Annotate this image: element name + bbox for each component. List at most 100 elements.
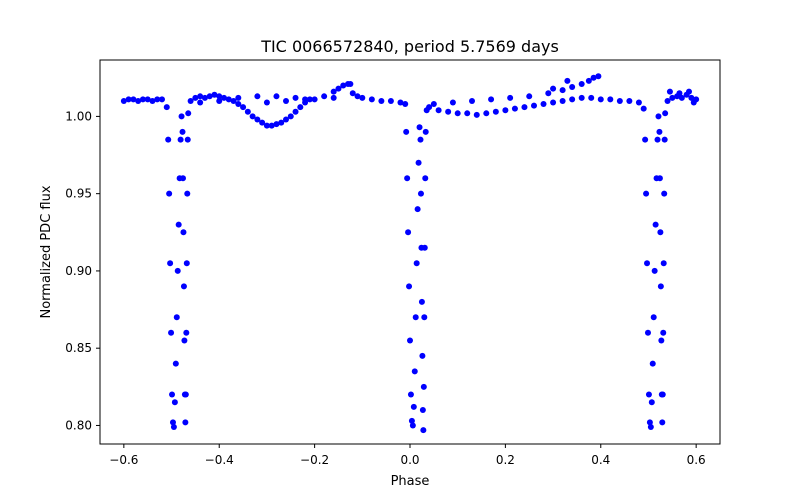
data-point [646, 419, 653, 426]
data-point [184, 136, 191, 143]
data-point [644, 329, 651, 336]
data-point [306, 96, 313, 103]
data-point [297, 104, 304, 111]
data-point [292, 108, 299, 115]
data-point [435, 107, 442, 114]
data-point [181, 337, 188, 344]
data-point [179, 128, 186, 135]
x-axis-label: Phase [391, 474, 430, 489]
data-point [521, 104, 528, 111]
data-point [283, 116, 289, 123]
data-point [647, 424, 654, 430]
data-point [616, 97, 623, 104]
data-point [408, 417, 415, 424]
data-point [526, 93, 533, 100]
data-point [139, 96, 146, 103]
data-point [417, 190, 424, 197]
data-point [167, 260, 174, 267]
data-point [664, 97, 671, 104]
data-point [354, 93, 361, 100]
x-tick-label: 0.6 [687, 453, 706, 467]
y-tick-label: 0.95 [65, 187, 92, 201]
data-point [414, 206, 421, 213]
data-point [149, 97, 156, 104]
data-point [378, 97, 385, 104]
chart-title: TIC 0066572840, period 5.7569 days [260, 37, 559, 56]
data-point [154, 96, 161, 103]
data-point [420, 427, 427, 434]
data-point [644, 260, 651, 267]
data-point [387, 97, 394, 104]
data-point [254, 116, 261, 123]
data-point [550, 85, 557, 92]
data-point [419, 352, 426, 359]
data-point [626, 97, 633, 104]
y-tick-label: 0.90 [65, 264, 92, 278]
data-point [169, 419, 176, 426]
data-point [492, 108, 499, 115]
data-point [417, 136, 424, 143]
data-point [661, 136, 668, 143]
data-point [311, 96, 318, 103]
data-point [635, 99, 642, 106]
data-point [273, 121, 280, 128]
data-point [235, 94, 242, 101]
data-point [347, 80, 354, 87]
data-point [585, 77, 592, 84]
data-point [410, 403, 417, 410]
data-point [185, 110, 192, 117]
data-point [230, 97, 237, 104]
data-point [661, 190, 668, 197]
data-point [402, 101, 409, 108]
x-tick-label: 0.4 [591, 453, 610, 467]
data-point [648, 399, 655, 406]
data-point [120, 97, 127, 104]
data-point [368, 96, 375, 103]
data-point [421, 314, 428, 321]
data-point [201, 94, 208, 101]
data-point [292, 94, 299, 101]
data-point [192, 94, 199, 101]
data-point [130, 96, 137, 103]
data-point [590, 74, 597, 81]
data-point [464, 110, 471, 117]
x-tick-label: −0.2 [300, 453, 329, 467]
data-point [187, 97, 194, 104]
data-point [302, 96, 309, 103]
data-point [330, 88, 337, 95]
data-point [651, 267, 658, 274]
data-point [249, 113, 256, 120]
data-point [397, 99, 404, 106]
data-point [416, 124, 423, 131]
data-point [159, 96, 165, 103]
data-point [415, 159, 422, 166]
data-point [688, 94, 695, 101]
data-point [335, 85, 342, 92]
x-tick-label: 0.2 [496, 453, 515, 467]
data-point [418, 298, 425, 305]
data-point [659, 391, 666, 398]
x-tick-label: −0.6 [109, 453, 138, 467]
data-point [540, 101, 547, 108]
data-point [170, 424, 177, 430]
data-point [649, 360, 656, 367]
data-point [578, 80, 585, 87]
data-point [660, 260, 667, 267]
data-point [278, 119, 285, 126]
data-point [413, 260, 420, 267]
y-tick-label: 0.80 [65, 418, 92, 432]
data-point [177, 136, 184, 143]
data-point [597, 96, 604, 103]
data-point [405, 229, 412, 236]
data-point [690, 99, 697, 106]
data-point [473, 111, 480, 118]
data-point [349, 90, 356, 97]
data-point [259, 119, 266, 126]
data-point [287, 113, 294, 120]
data-point [656, 175, 663, 182]
data-point [165, 136, 172, 143]
y-tick-label: 1.00 [65, 109, 92, 123]
data-point [657, 229, 664, 236]
data-point [211, 91, 218, 98]
